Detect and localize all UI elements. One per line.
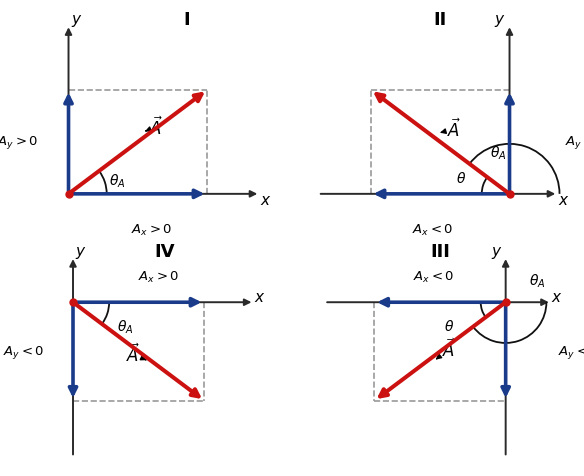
Text: $x$: $x$: [558, 192, 569, 208]
Text: $A_y > 0$: $A_y > 0$: [565, 134, 584, 151]
Text: $A_y > 0$: $A_y > 0$: [0, 134, 38, 151]
Text: $A_x > 0$: $A_x > 0$: [138, 269, 179, 284]
Text: $\theta$: $\theta$: [456, 170, 466, 185]
Text: $x$: $x$: [254, 290, 265, 305]
Text: $y$: $y$: [491, 245, 502, 261]
Text: I: I: [183, 11, 190, 30]
Text: $\vec{A}$: $\vec{A}$: [437, 338, 456, 360]
Text: $y$: $y$: [494, 13, 506, 29]
Text: $\theta_A$: $\theta_A$: [117, 317, 134, 335]
Text: $y$: $y$: [71, 13, 83, 29]
Text: $\theta_A$: $\theta_A$: [490, 144, 507, 161]
Text: $A_x < 0$: $A_x < 0$: [412, 222, 454, 237]
Text: $\theta_A$: $\theta_A$: [109, 172, 126, 189]
Text: $x$: $x$: [260, 192, 272, 208]
Text: $\vec{A}$: $\vec{A}$: [441, 119, 461, 141]
Text: $x$: $x$: [551, 290, 562, 305]
Text: $y$: $y$: [75, 245, 86, 261]
Text: IV: IV: [155, 243, 175, 261]
Text: $A_x < 0$: $A_x < 0$: [413, 269, 454, 284]
Text: $A_y < 0$: $A_y < 0$: [3, 343, 44, 360]
Text: $A_y < 0$: $A_y < 0$: [558, 343, 584, 360]
Text: $\theta_A$: $\theta_A$: [529, 272, 545, 289]
Text: $A_x > 0$: $A_x > 0$: [131, 222, 172, 237]
Text: $\vec{A}$: $\vec{A}$: [146, 117, 163, 139]
Text: III: III: [430, 243, 450, 261]
Text: $\vec{A}$: $\vec{A}$: [126, 343, 146, 366]
Text: II: II: [433, 11, 447, 30]
Text: $\theta$: $\theta$: [444, 319, 454, 334]
